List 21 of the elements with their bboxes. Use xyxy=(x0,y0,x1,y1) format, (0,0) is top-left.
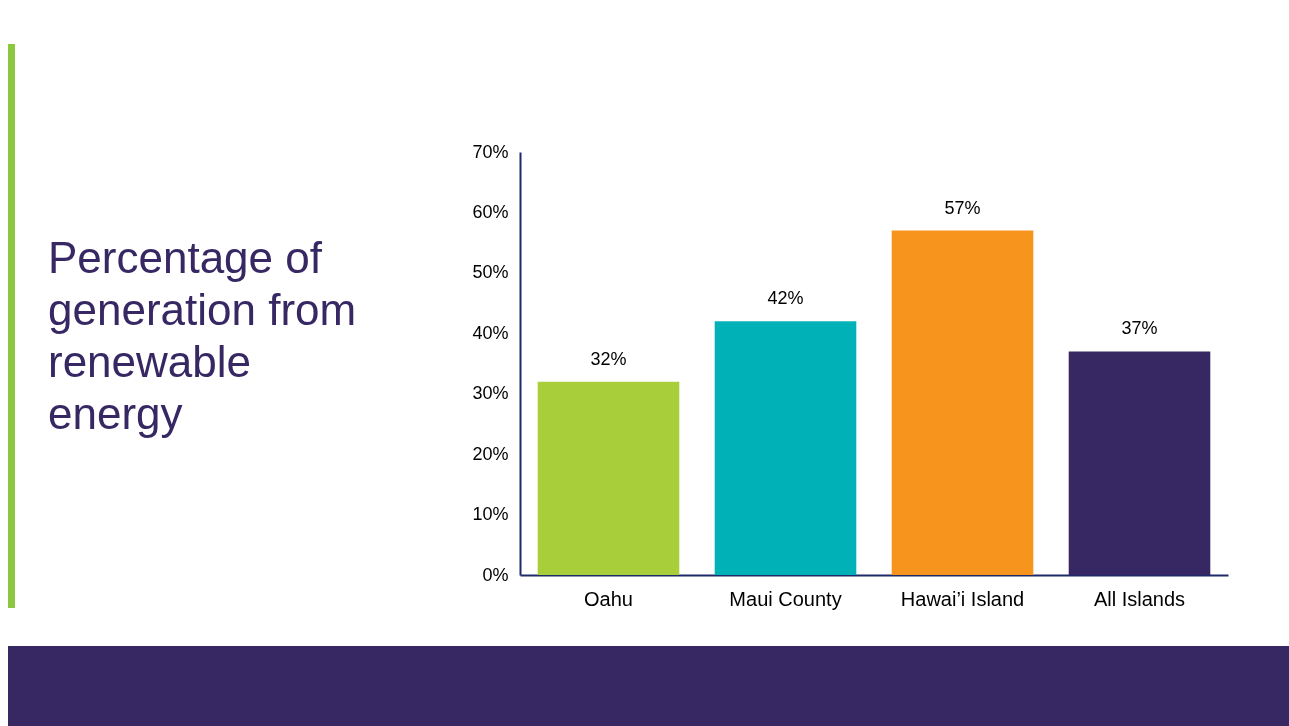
data-label: 32% xyxy=(590,348,627,369)
y-tick-label: 40% xyxy=(472,322,509,343)
text: Percentage of generation from renewable energy xyxy=(48,232,358,440)
bar xyxy=(1068,351,1211,575)
y-tick-label: 70% xyxy=(472,141,509,162)
bar xyxy=(537,381,680,575)
x-tick-label: All Islands xyxy=(1093,587,1186,610)
y-tick-label: 10% xyxy=(472,504,509,525)
data-label: 37% xyxy=(1121,318,1158,339)
bar xyxy=(714,321,857,575)
y-tick-label: 30% xyxy=(472,383,509,404)
y-tick-label: 20% xyxy=(472,443,509,464)
data-label: 57% xyxy=(944,197,981,218)
data-label: 42% xyxy=(767,288,804,309)
y-tick-label: 0% xyxy=(482,564,509,585)
x-tick-label: Oahu xyxy=(584,587,633,610)
bar xyxy=(891,230,1034,575)
x-tick-label: Maui County xyxy=(729,587,842,610)
x-tick-label: Hawai’i Island xyxy=(900,587,1025,610)
y-tick-label: 50% xyxy=(472,262,509,283)
y-tick-label: 60% xyxy=(472,201,509,222)
